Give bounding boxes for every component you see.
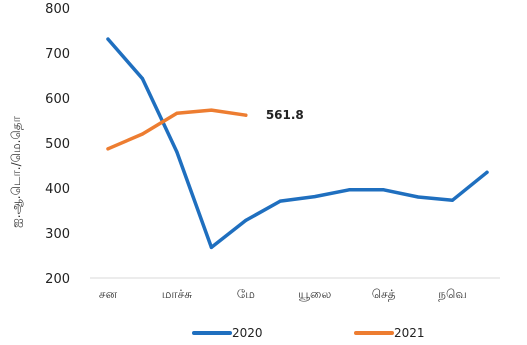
y-tick-label: 600 [45,92,70,107]
x-axis: சன மாச்சு மே யூலை செத் நவெ [90,277,500,301]
data-point-2020 [278,199,282,203]
data-point-2021 [244,113,248,117]
data-point-2021 [209,108,213,112]
data-point-2020 [244,218,248,222]
series-line-2020 [106,37,489,250]
y-axis: 200 300 400 500 600 700 800 [45,2,70,287]
legend-label-2020: 2020 [232,326,263,340]
annotations: 561.8 [266,108,304,122]
data-point-2020 [416,195,420,199]
data-point-2020 [313,194,317,199]
x-tick-label: மாச்சு [162,287,193,301]
data-point-2020 [347,188,351,192]
data-point-2020 [106,37,110,41]
legend-label-2021: 2021 [394,326,425,340]
x-tick-label: நவெ [438,287,467,301]
data-point-2020 [140,77,145,81]
y-tick-label: 500 [45,137,70,152]
x-tick-label: யூலை [298,287,331,301]
y-tick-label: 400 [45,182,70,197]
data-point-2021 [106,147,110,151]
data-point-2021 [175,111,179,115]
y-tick-label: 300 [45,227,70,242]
y-tick-label: 200 [45,272,70,287]
x-tick-label: செத் [372,287,396,301]
data-label: 561.8 [266,108,304,122]
data-point-2020 [209,245,213,249]
data-point-2020 [450,198,455,202]
data-point-2020 [175,150,179,154]
y-tick-label: 700 [45,47,70,62]
data-point-2020 [382,188,386,192]
y-tick-label: 800 [45,2,70,17]
y-axis-label: ஐ.ஆ.டொ./மெ.தொ [9,115,23,227]
x-tick-label: சன [99,287,118,301]
x-tick-label: மே [237,287,255,301]
data-point-2021 [140,132,145,136]
legend: 2020 2021 [192,326,425,340]
series-lines [106,37,489,250]
data-point-2020 [485,170,489,174]
